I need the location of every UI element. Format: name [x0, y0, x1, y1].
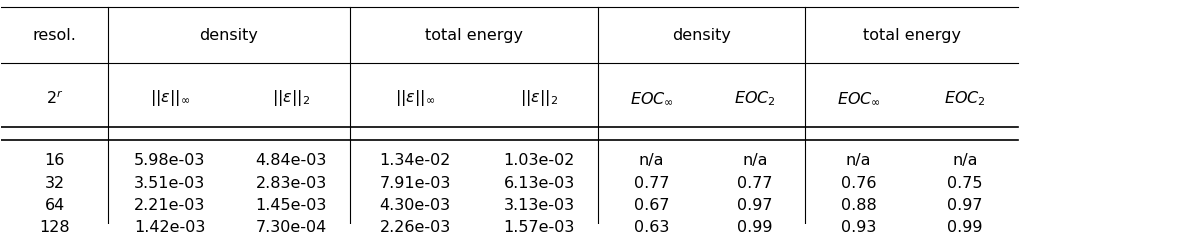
Text: 7.91e-03: 7.91e-03 — [379, 176, 450, 191]
Text: 4.84e-03: 4.84e-03 — [255, 153, 327, 168]
Text: $||\epsilon||_2$: $||\epsilon||_2$ — [520, 88, 558, 108]
Text: 0.93: 0.93 — [841, 220, 876, 235]
Text: n/a: n/a — [639, 153, 665, 168]
Text: 4.30e-03: 4.30e-03 — [379, 198, 450, 213]
Text: 0.97: 0.97 — [737, 198, 773, 213]
Text: 0.77: 0.77 — [634, 176, 670, 191]
Text: 0.76: 0.76 — [840, 176, 876, 191]
Text: 0.67: 0.67 — [634, 198, 670, 213]
Text: 128: 128 — [39, 220, 70, 235]
Text: 1.42e-03: 1.42e-03 — [134, 220, 205, 235]
Text: 6.13e-03: 6.13e-03 — [504, 176, 575, 191]
Text: $EOC_\infty$: $EOC_\infty$ — [837, 90, 880, 106]
Text: $||\epsilon||_\infty$: $||\epsilon||_\infty$ — [149, 88, 190, 108]
Text: density: density — [199, 29, 258, 43]
Text: $2^r$: $2^r$ — [46, 90, 63, 107]
Text: $||\epsilon||_2$: $||\epsilon||_2$ — [271, 88, 310, 108]
Text: n/a: n/a — [742, 153, 768, 168]
Text: n/a: n/a — [953, 153, 978, 168]
Text: 0.63: 0.63 — [634, 220, 670, 235]
Text: 0.88: 0.88 — [840, 198, 877, 213]
Text: 0.77: 0.77 — [737, 176, 773, 191]
Text: 3.13e-03: 3.13e-03 — [504, 198, 575, 213]
Text: 16: 16 — [44, 153, 65, 168]
Text: $EOC_\infty$: $EOC_\infty$ — [629, 90, 673, 106]
Text: n/a: n/a — [846, 153, 871, 168]
Text: 2.26e-03: 2.26e-03 — [379, 220, 450, 235]
Text: 0.99: 0.99 — [737, 220, 773, 235]
Text: 5.98e-03: 5.98e-03 — [134, 153, 205, 168]
Text: 2.83e-03: 2.83e-03 — [256, 176, 327, 191]
Text: 1.45e-03: 1.45e-03 — [255, 198, 327, 213]
Text: 1.03e-02: 1.03e-02 — [504, 153, 575, 168]
Text: resol.: resol. — [33, 29, 77, 43]
Text: 0.75: 0.75 — [947, 176, 982, 191]
Text: 0.99: 0.99 — [947, 220, 982, 235]
Text: $||\epsilon||_\infty$: $||\epsilon||_\infty$ — [395, 88, 435, 108]
Text: total energy: total energy — [425, 29, 524, 43]
Text: density: density — [672, 29, 731, 43]
Text: 64: 64 — [45, 198, 65, 213]
Text: 7.30e-04: 7.30e-04 — [256, 220, 327, 235]
Text: 1.57e-03: 1.57e-03 — [504, 220, 575, 235]
Text: 1.34e-02: 1.34e-02 — [379, 153, 450, 168]
Text: 3.51e-03: 3.51e-03 — [134, 176, 205, 191]
Text: $EOC_2$: $EOC_2$ — [944, 89, 986, 108]
Text: $EOC_2$: $EOC_2$ — [735, 89, 776, 108]
Text: total energy: total energy — [863, 29, 961, 43]
Text: 0.97: 0.97 — [947, 198, 982, 213]
Text: 2.21e-03: 2.21e-03 — [134, 198, 205, 213]
Text: 32: 32 — [45, 176, 65, 191]
